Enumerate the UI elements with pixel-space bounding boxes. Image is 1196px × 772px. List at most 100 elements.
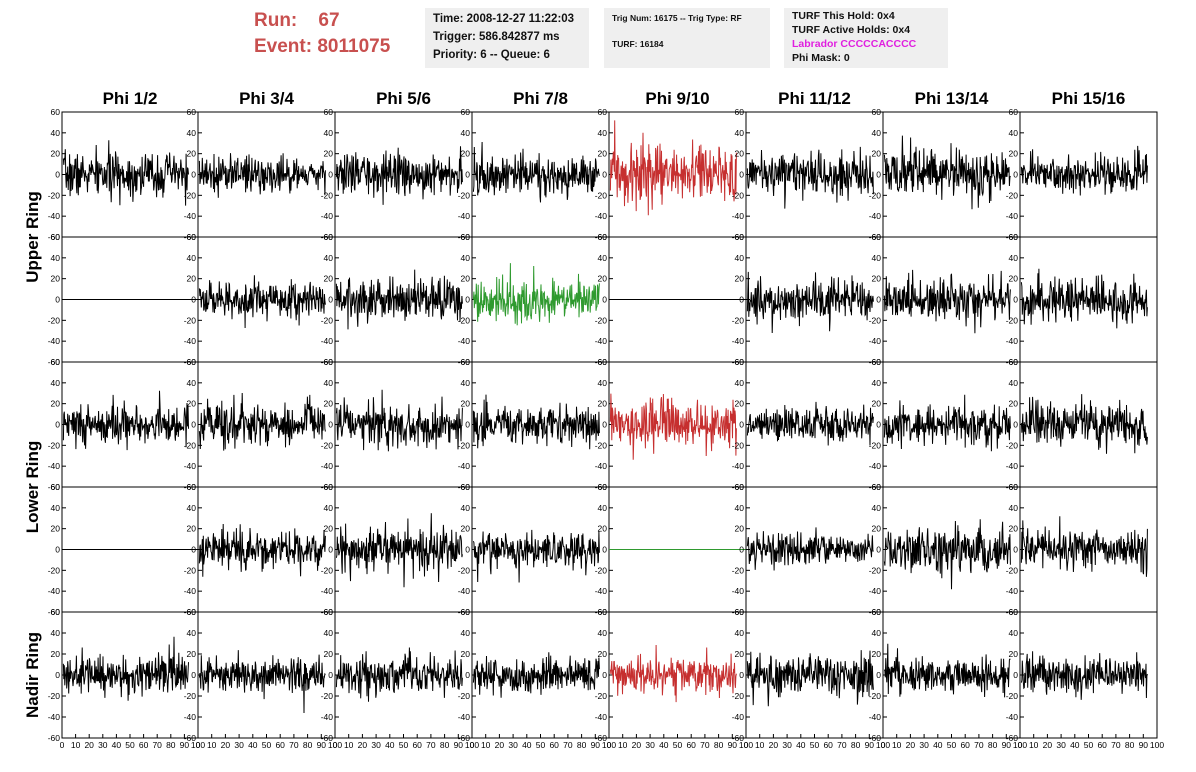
y-tick-label: 40 xyxy=(51,378,61,388)
y-tick-label: 20 xyxy=(598,524,608,534)
y-tick-label: 0 xyxy=(739,170,744,180)
turf-text: TURF: 16184 xyxy=(612,39,664,49)
y-tick-label: 20 xyxy=(872,649,882,659)
y-tick-label: 60 xyxy=(1009,607,1019,617)
y-tick-label: 40 xyxy=(51,128,61,138)
x-tick-label: 60 xyxy=(960,740,970,750)
y-tick-label: -20 xyxy=(732,691,745,701)
x-tick-label: 80 xyxy=(988,740,998,750)
y-tick-label: 60 xyxy=(461,357,471,367)
y-tick-label: 20 xyxy=(324,524,334,534)
x-tick-label: 0 xyxy=(881,740,886,750)
y-tick-label: 0 xyxy=(876,670,881,680)
y-tick-label: 0 xyxy=(191,420,196,430)
x-tick-label: 20 xyxy=(769,740,779,750)
y-tick-label: 0 xyxy=(55,545,60,555)
y-tick-label: -40 xyxy=(48,586,61,596)
y-tick-label: -20 xyxy=(48,190,61,200)
y-tick-label: 40 xyxy=(872,503,882,513)
waveform-trace xyxy=(1020,516,1148,577)
y-tick-label: 0 xyxy=(465,545,470,555)
y-tick-label: -60 xyxy=(48,482,61,492)
y-tick-label: -20 xyxy=(869,565,882,575)
y-tick-label: 60 xyxy=(187,107,197,117)
y-tick-label: 60 xyxy=(598,607,608,617)
y-tick-label: -20 xyxy=(732,440,745,450)
x-tick-label: 50 xyxy=(399,740,409,750)
y-tick-label: 20 xyxy=(1009,649,1019,659)
y-tick-label: -20 xyxy=(321,315,334,325)
y-tick-label: -40 xyxy=(321,586,334,596)
x-tick-label: 20 xyxy=(495,740,505,750)
x-tick-label: 80 xyxy=(440,740,450,750)
x-tick-label: 10 xyxy=(618,740,628,750)
row-title: Lower Ring xyxy=(23,441,42,534)
y-tick-label: 40 xyxy=(324,628,334,638)
turf-info-box: TURF This Hold: 0x4 TURF Active Holds: 0… xyxy=(784,8,948,68)
y-tick-label: -20 xyxy=(1006,315,1019,325)
y-tick-label: 20 xyxy=(735,399,745,409)
y-tick-label: 20 xyxy=(461,274,471,284)
x-tick-label: 30 xyxy=(782,740,792,750)
y-tick-label: 0 xyxy=(1013,295,1018,305)
y-tick-label: 0 xyxy=(328,295,333,305)
y-tick-label: 20 xyxy=(324,649,334,659)
run-label: Run: xyxy=(254,10,298,31)
y-tick-label: -60 xyxy=(1006,733,1019,743)
y-tick-label: 40 xyxy=(735,503,745,513)
y-tick-label: 20 xyxy=(1009,274,1019,284)
y-tick-label: 40 xyxy=(187,253,197,263)
y-tick-label: 20 xyxy=(51,649,61,659)
y-tick-label: -40 xyxy=(321,336,334,346)
x-tick-label: 0 xyxy=(470,740,475,750)
x-tick-label: 30 xyxy=(1056,740,1066,750)
y-tick-label: 40 xyxy=(461,628,471,638)
waveform-trace xyxy=(472,263,600,326)
x-tick-label: 0 xyxy=(1018,740,1023,750)
y-tick-label: -40 xyxy=(869,586,882,596)
y-tick-label: 0 xyxy=(876,420,881,430)
y-tick-label: 40 xyxy=(598,628,608,638)
x-tick-label: 90 xyxy=(1139,740,1149,750)
waveform-trace xyxy=(198,392,326,451)
y-tick-label: 20 xyxy=(461,649,471,659)
y-tick-label: -40 xyxy=(321,461,334,471)
y-tick-label: 60 xyxy=(1009,357,1019,367)
y-tick-label: -40 xyxy=(595,586,608,596)
y-tick-label: -20 xyxy=(184,190,197,200)
x-tick-label: 90 xyxy=(591,740,601,750)
waveform-trace xyxy=(609,120,737,216)
x-tick-label: 50 xyxy=(947,740,957,750)
y-tick-label: -60 xyxy=(184,733,197,743)
y-tick-label: -60 xyxy=(595,733,608,743)
x-tick-label: 90 xyxy=(1002,740,1012,750)
y-tick-label: -40 xyxy=(869,336,882,346)
x-tick-label: 50 xyxy=(536,740,546,750)
x-tick-label: 60 xyxy=(139,740,149,750)
y-tick-label: 40 xyxy=(735,128,745,138)
y-tick-label: 40 xyxy=(324,378,334,388)
y-tick-label: 40 xyxy=(598,378,608,388)
y-tick-label: -20 xyxy=(1006,691,1019,701)
y-tick-label: -40 xyxy=(732,211,745,221)
y-tick-label: 20 xyxy=(324,274,334,284)
y-tick-label: -40 xyxy=(595,336,608,346)
y-tick-label: 40 xyxy=(51,503,61,513)
y-tick-label: 60 xyxy=(1009,482,1019,492)
x-tick-label: 80 xyxy=(1125,740,1135,750)
y-tick-label: -40 xyxy=(595,712,608,722)
waveform-trace xyxy=(62,140,189,206)
